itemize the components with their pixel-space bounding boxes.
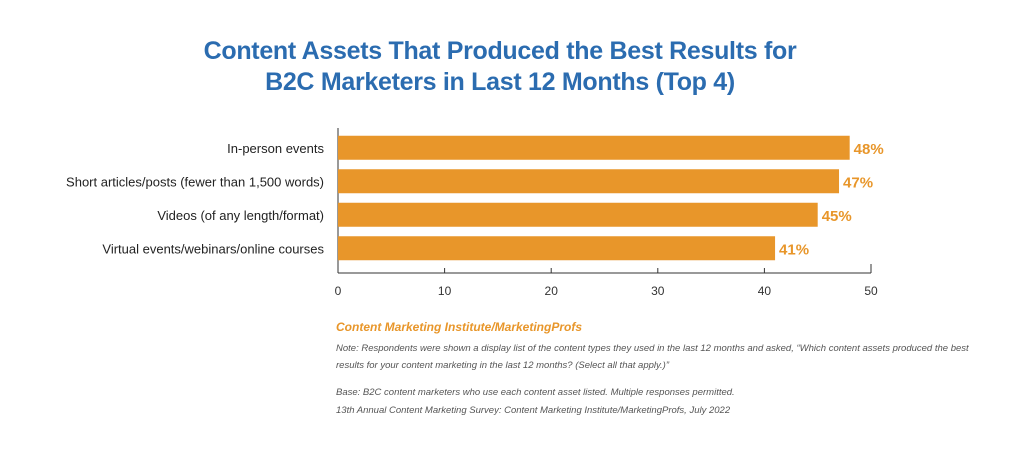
- x-tick-label-0: 0: [335, 284, 342, 298]
- bar-chart: In-person events 48% Short articles/posts …: [66, 128, 884, 298]
- x-tick-label-10: 10: [438, 284, 452, 298]
- category-label-4: Virtual events/webinars/online courses: [102, 241, 324, 256]
- x-tick-label-20: 20: [545, 284, 559, 298]
- category-label-1: In-person events: [227, 141, 324, 156]
- data-label-2: 47%: [843, 174, 873, 191]
- note-text: Note: Respondents were shown a display l…: [336, 343, 969, 371]
- bar-3: [338, 202, 818, 227]
- chart-title-line-2: B2C Marketers in Last 12 Months (Top 4): [265, 68, 735, 96]
- x-tick-label-50: 50: [864, 284, 878, 298]
- x-tick-label-40: 40: [758, 284, 772, 298]
- category-label-3: Videos (of any length/format): [157, 208, 324, 223]
- survey-text: 13th Annual Content Marketing Survey: Co…: [336, 405, 731, 416]
- base-text: Base: B2C content marketers who use each…: [336, 387, 735, 398]
- bar-2: [338, 169, 840, 194]
- category-label-2: Short articles/posts (fewer than 1,500 w…: [66, 174, 324, 189]
- source-label: Content Marketing Institute/MarketingPro…: [336, 320, 583, 334]
- data-label-3: 45%: [822, 208, 852, 225]
- data-label-4: 41%: [779, 241, 809, 258]
- bar-4: [338, 236, 776, 261]
- data-label-1: 48%: [854, 141, 884, 158]
- chart-title: Content Assets That Produced the Best Re…: [0, 36, 1000, 98]
- x-tick-label-30: 30: [651, 284, 665, 298]
- chart-title-line-1: Content Assets That Produced the Best Re…: [203, 37, 797, 65]
- bar-1: [338, 135, 850, 160]
